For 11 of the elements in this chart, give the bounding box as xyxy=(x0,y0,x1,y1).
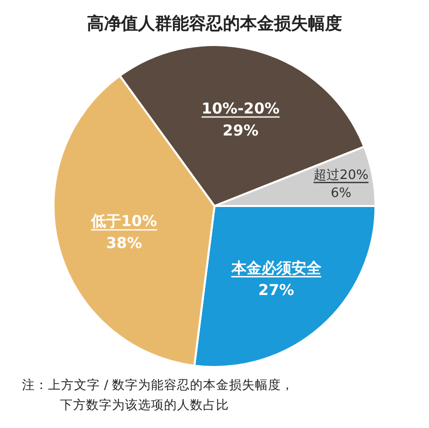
text: 下方数字为该选项的人数占比 xyxy=(59,396,230,414)
data-label: 38% xyxy=(106,234,142,252)
slice-label: 本金必须安全 xyxy=(230,259,322,278)
data-label: 6% xyxy=(330,186,352,201)
data-label: 27% xyxy=(258,281,294,300)
chart-title: 高净值人群能容忍的本金损失幅度 xyxy=(86,13,343,35)
text: 注：上方文字 / 数字为能容忍的本金损失幅度， xyxy=(22,376,294,394)
slice-label: 超过20% xyxy=(314,168,368,183)
slice-label: 低于10% xyxy=(90,212,158,230)
data-label: 29% xyxy=(222,121,259,140)
slice-label: 10%-20% xyxy=(202,99,280,118)
